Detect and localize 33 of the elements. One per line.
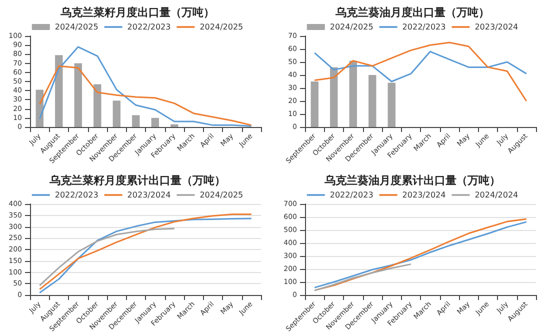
- bar: [55, 55, 63, 127]
- bar: [94, 84, 102, 127]
- bar: [388, 82, 396, 127]
- line-series: [314, 263, 412, 292]
- bar: [310, 82, 318, 127]
- legend-label: 2022/2023: [330, 190, 374, 200]
- legend-label: 2024/2025: [54, 22, 98, 32]
- bar: [368, 75, 376, 127]
- chart-title: 乌克兰菜籽月度累计出口量（万吨）: [48, 174, 226, 187]
- bar: [349, 60, 357, 127]
- bar: [132, 115, 140, 127]
- line-series: [314, 50, 528, 82]
- legend-label: 2024/2025: [200, 190, 244, 200]
- line-series: [38, 65, 252, 126]
- bar: [330, 67, 338, 127]
- line-series: [38, 46, 252, 127]
- bar: [74, 63, 82, 127]
- bar: [112, 100, 120, 127]
- bar: [151, 118, 159, 127]
- legend-label: 2022/2023: [402, 22, 446, 32]
- legend-label: 2024/2024: [474, 190, 518, 200]
- line-series: [314, 42, 528, 102]
- legend-label: 2023/2024: [474, 22, 518, 32]
- chart-title: 乌克兰葵油月度出口量（万吨）: [334, 6, 490, 19]
- line-series: [38, 228, 176, 286]
- legend-label: 2022/2023: [54, 190, 98, 200]
- legend-label: 2023/2024: [402, 190, 446, 200]
- legend-label: 2024/2025: [330, 22, 374, 32]
- legend-label: 2023/2024: [127, 190, 171, 200]
- legend-label: 2024/2025: [200, 22, 244, 32]
- legend-label: 2022/2023: [127, 22, 171, 32]
- chart-title: 乌克兰菜籽月度出口量（万吨）: [60, 6, 214, 19]
- chart-title: 乌克兰葵油月度累计出口量（万吨）: [324, 174, 500, 187]
